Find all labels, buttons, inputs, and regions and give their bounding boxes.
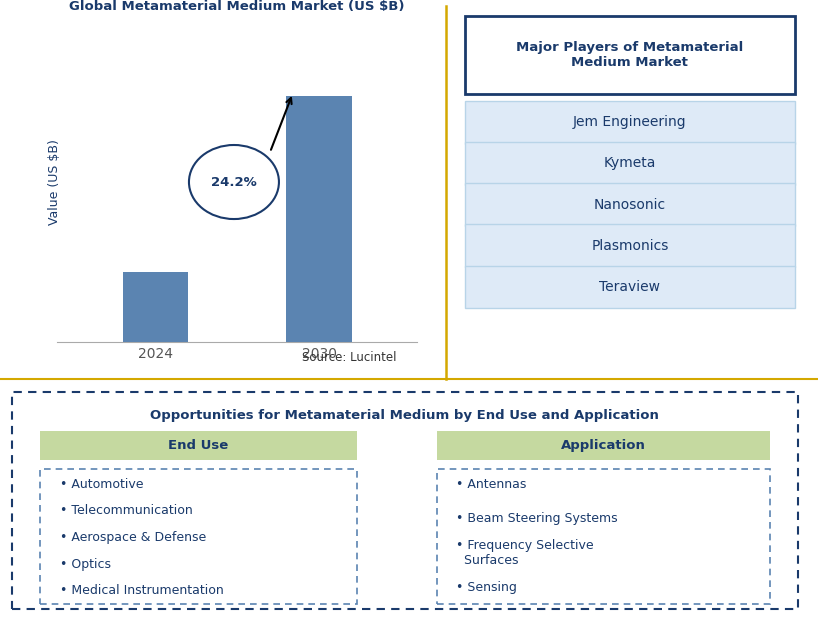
Text: Plasmonics: Plasmonics [591,239,668,253]
Text: Teraview: Teraview [600,280,660,294]
Title: Global Metamaterial Medium Market (US $B): Global Metamaterial Medium Market (US $B… [70,1,405,14]
FancyBboxPatch shape [465,16,795,94]
Text: • Automotive: • Automotive [60,478,143,491]
FancyBboxPatch shape [437,431,770,460]
Text: • Frequency Selective
  Surfaces: • Frequency Selective Surfaces [456,539,594,567]
Text: Kymeta: Kymeta [604,157,656,170]
Text: Opportunities for Metamaterial Medium by End Use and Application: Opportunities for Metamaterial Medium by… [151,409,659,422]
Text: 24.2%: 24.2% [211,175,257,189]
Text: • Aerospace & Defense: • Aerospace & Defense [60,531,206,544]
Text: Source: Lucintel: Source: Lucintel [302,351,397,364]
FancyBboxPatch shape [12,392,798,608]
Text: • Medical Instrumentation: • Medical Instrumentation [60,584,223,597]
Text: • Optics: • Optics [60,558,110,571]
Bar [286,96,352,342]
FancyBboxPatch shape [465,142,795,184]
Ellipse shape [189,145,279,219]
Text: • Sensing: • Sensing [456,581,517,594]
Y-axis label: Value (US $B): Value (US $B) [48,139,61,225]
FancyBboxPatch shape [465,266,795,308]
Bar [123,272,188,342]
FancyBboxPatch shape [437,469,770,604]
Text: • Telecommunication: • Telecommunication [60,504,192,518]
FancyBboxPatch shape [465,101,795,144]
Text: Nanosonic: Nanosonic [594,197,666,212]
FancyBboxPatch shape [40,431,357,460]
Text: Application: Application [561,439,645,452]
FancyBboxPatch shape [40,469,357,604]
FancyBboxPatch shape [465,183,795,226]
Text: Jem Engineering: Jem Engineering [573,115,686,130]
Text: • Antennas: • Antennas [456,478,527,491]
Text: Major Players of Metamaterial
Medium Market: Major Players of Metamaterial Medium Mar… [516,41,744,69]
Text: • Beam Steering Systems: • Beam Steering Systems [456,512,618,525]
FancyBboxPatch shape [465,225,795,267]
Text: End Use: End Use [169,439,229,452]
